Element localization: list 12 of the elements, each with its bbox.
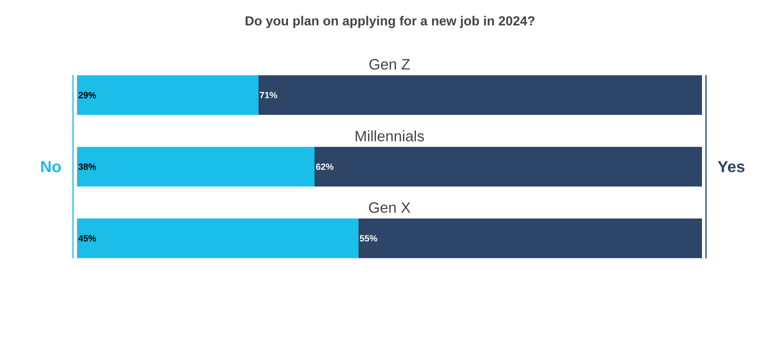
data-label: 38% xyxy=(78,164,96,170)
data-label: 29% xyxy=(78,92,96,98)
y-tick-label: Gen X xyxy=(368,202,410,213)
series-label: No xyxy=(41,161,61,172)
chart-title: Do you plan on applying for a new job in 2024? xyxy=(246,16,534,28)
y-tick-label: Millennials xyxy=(356,130,424,142)
data-label: 45% xyxy=(78,235,96,242)
data-label: 55% xyxy=(360,235,378,242)
data-label: 62% xyxy=(316,164,334,170)
series-label: Yes xyxy=(718,161,744,172)
y-tick-label: Gen Z xyxy=(369,58,410,70)
data-label: 71% xyxy=(260,92,278,98)
